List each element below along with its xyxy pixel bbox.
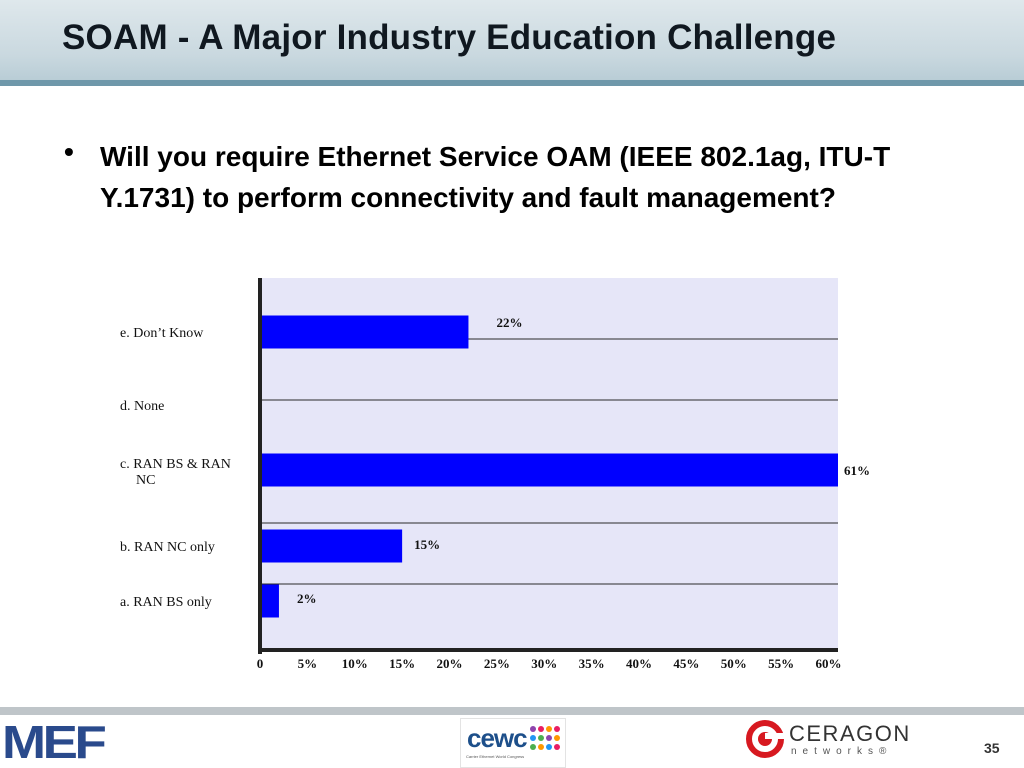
x-tick-label-11: 55% — [768, 656, 794, 671]
category-label-2: c. RAN BS & RAN — [120, 457, 231, 472]
x-tick-label-5: 25% — [484, 656, 510, 671]
bar-4 — [260, 584, 279, 618]
x-tick-label-7: 35% — [579, 656, 605, 671]
cewc-tagline: Carrier Ethernet World Congress — [466, 754, 525, 759]
data-label-2: 61% — [844, 463, 870, 478]
x-tick-label-6: 30% — [531, 656, 557, 671]
x-tick-label-12: 60% — [816, 656, 842, 671]
ceragon-logo-text: CERAGON — [789, 721, 911, 746]
category-label-2-1: NC — [136, 473, 155, 488]
cewc-logo: cewc Carrier Ethernet World Congress — [460, 718, 566, 768]
data-label-4: 2% — [297, 591, 317, 606]
x-tick-label-0: 0 — [257, 656, 264, 671]
bullet-dot-icon: • — [64, 136, 74, 167]
data-label-0: 22% — [496, 315, 522, 330]
cewc-dots-icon — [530, 726, 560, 750]
x-tick-label-10: 50% — [721, 656, 747, 671]
mef-logo: MEF — [2, 716, 107, 768]
page-number: 35 — [984, 740, 1000, 756]
data-label-3: 15% — [414, 537, 440, 552]
slide-title: SOAM - A Major Industry Education Challe… — [62, 18, 837, 57]
ceragon-logo: CERAGON networks® — [745, 719, 909, 763]
x-tick-label-2: 10% — [342, 656, 368, 671]
header-rule — [0, 80, 1024, 86]
slide-footer: MEF cewc Carrier Ethernet World Congress… — [0, 715, 1024, 768]
bar-2 — [260, 453, 838, 487]
x-tick-label-9: 45% — [673, 656, 699, 671]
category-label-0: e. Don’t Know — [120, 326, 204, 341]
bars — [260, 315, 838, 618]
slide-header: SOAM - A Major Industry Education Challe… — [0, 0, 1024, 80]
cewc-logo-text: cewc — [467, 723, 528, 753]
axes — [258, 278, 838, 654]
bar-3 — [260, 529, 403, 563]
ceragon-swirl-icon — [746, 720, 785, 758]
category-label-1: d. None — [120, 399, 164, 414]
x-tick-label-4: 20% — [437, 656, 463, 671]
footer-band — [0, 707, 1024, 715]
x-tick-label-1: 5% — [298, 656, 318, 671]
x-tick-label-3: 15% — [389, 656, 415, 671]
bar-0 — [260, 315, 469, 349]
bullet-item: • Will you require Ethernet Service OAM … — [64, 136, 944, 251]
category-label-3: b. RAN NC only — [120, 540, 215, 555]
category-label-4: a. RAN BS only — [120, 595, 212, 610]
ceragon-logo-subtext: networks® — [791, 746, 893, 757]
x-tick-label-8: 40% — [626, 656, 652, 671]
bullet-text: Will you require Ethernet Service OAM (I… — [100, 141, 891, 213]
